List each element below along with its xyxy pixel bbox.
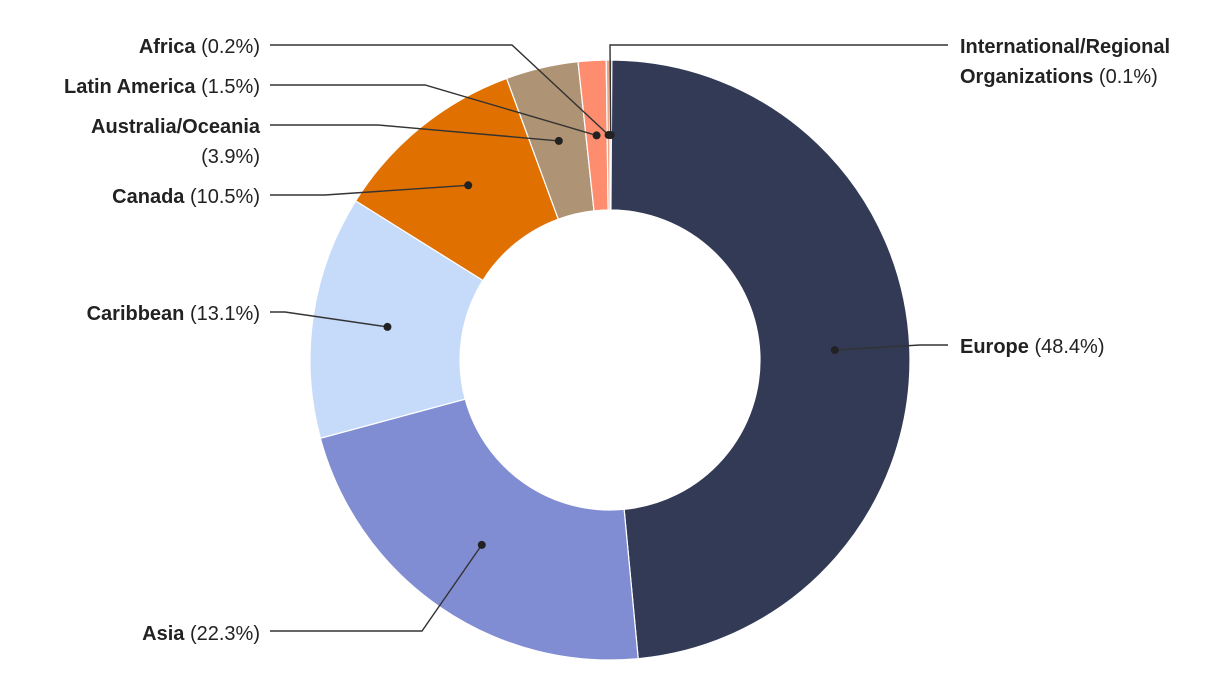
leader-dot-europe [830, 346, 839, 355]
leader-dot-caribbean [383, 322, 392, 331]
slice-label-international-regional-organizations-line-2: Organizations (0.1%) [960, 66, 1158, 88]
leader-dot-australia-oceania [554, 136, 563, 145]
slice-label-canada: Canada (10.5%) [112, 186, 260, 208]
leader-line-europe [834, 344, 948, 351]
labels-group: International/Regional Organizations (0.1… [64, 36, 1170, 645]
slice-europe [610, 59, 911, 660]
leader-dot-asia [477, 540, 486, 549]
slice-label-australia-oceania-line-2: (3.9%) [201, 146, 260, 168]
slice-label-europe: Europe (48.4%) [960, 336, 1105, 358]
slice-label-asia: Asia (22.3%) [142, 623, 260, 645]
slice-asia [319, 398, 639, 661]
slice-label-australia-oceania-line-1: Australia/Oceania [91, 116, 261, 138]
leader-lines-group [270, 44, 948, 632]
slice-label-africa: Africa (0.2%) [139, 36, 260, 58]
slice-caribbean [309, 200, 484, 439]
leader-line-latin-america [270, 84, 597, 137]
leader-dot-canada [464, 181, 473, 190]
slice-label-latin-america: Latin America (1.5%) [64, 76, 260, 98]
leader-dot-latin-america [592, 131, 601, 140]
leader-line-international-regional-organizations [609, 44, 948, 136]
leader-line-asia [270, 544, 483, 632]
slice-label-caribbean: Caribbean (13.1%) [87, 303, 260, 325]
leader-line-canada [270, 184, 469, 196]
slices-group [309, 59, 911, 661]
leader-line-australia-oceania [270, 124, 559, 142]
leader-line-caribbean [270, 311, 388, 328]
slice-label-international-regional-organizations-line-1: International/Regional [960, 36, 1170, 58]
leader-line-africa [270, 44, 610, 136]
leader-dot-africa [604, 131, 613, 140]
